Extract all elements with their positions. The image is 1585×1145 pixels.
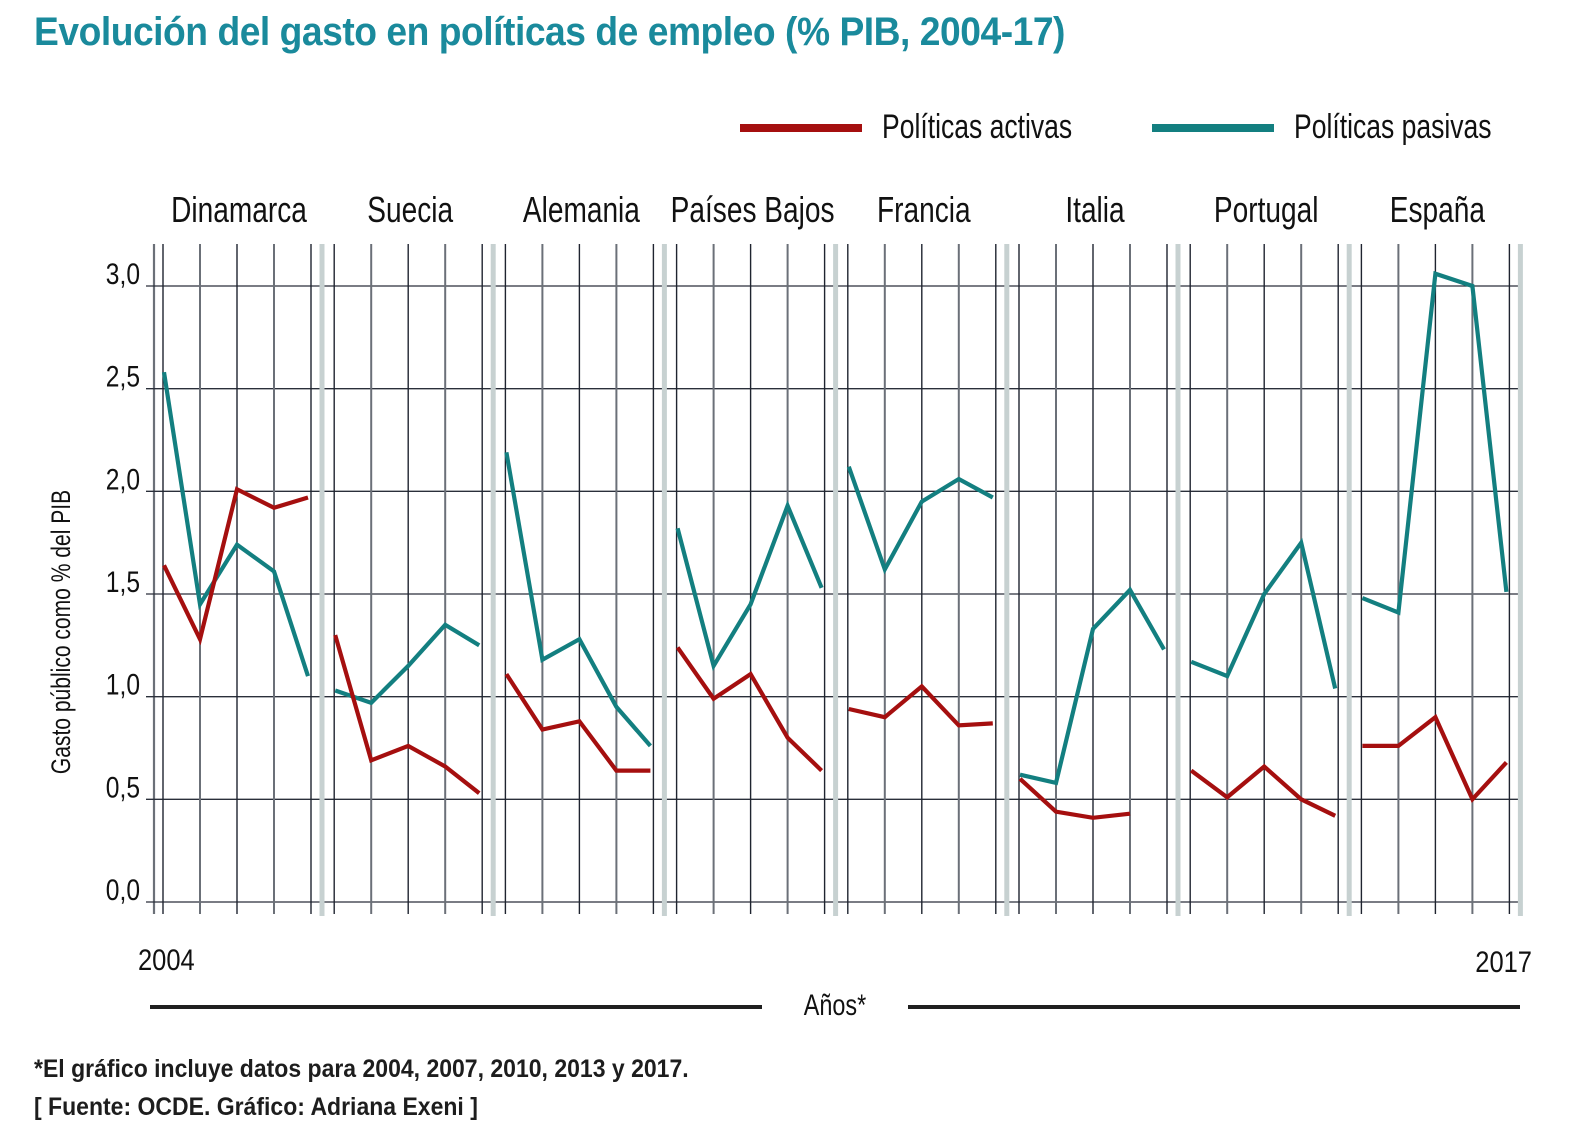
y-tick-label: 2,5 <box>106 359 140 393</box>
country-label: Alemania <box>523 190 640 230</box>
series-line-activas <box>1189 763 1337 818</box>
series-line-pasivas <box>846 466 994 575</box>
series-line-pasivas <box>1361 270 1509 616</box>
chart-title: Evolución del gasto en políticas de empl… <box>34 10 1065 54</box>
y-tick-label: 3,0 <box>106 257 140 291</box>
country-label: Portugal <box>1214 190 1319 230</box>
series-line-pasivas <box>504 451 652 748</box>
series-line-activas <box>162 486 309 646</box>
legend-item-activas: Políticas activas <box>740 108 1126 147</box>
country-labels: Dinamarca Suecia Alemania Países Bajos Franc… <box>171 190 1485 230</box>
country-label: Suecia <box>367 190 453 230</box>
x-axis-label: Años* <box>804 988 867 1021</box>
series-line-activas <box>333 634 481 795</box>
x-end-label: 2017 <box>1475 945 1532 978</box>
country-label: Dinamarca <box>171 190 307 230</box>
series-line-activas <box>1362 713 1508 804</box>
legend-swatch-pasivas <box>1152 123 1274 132</box>
legend-label-activas: Políticas activas <box>882 108 1073 146</box>
y-tick-label: 1,0 <box>106 667 140 701</box>
y-tick-label: 2,0 <box>106 462 140 496</box>
y-tick-label: 0,0 <box>106 873 140 907</box>
series-line-activas <box>675 646 824 773</box>
series-line-activas <box>1018 777 1131 820</box>
chart-plot: Dinamarca Suecia Alemania Países Bajos Franc… <box>47 190 1532 1022</box>
series-line-activas <box>848 683 993 728</box>
legend-swatch-activas <box>740 123 862 132</box>
legend-item-pasivas: Políticas pasivas <box>1152 108 1547 147</box>
x-start-label: 2004 <box>138 943 195 976</box>
series-line-pasivas <box>334 622 481 706</box>
series-lines <box>161 270 1509 820</box>
country-label: Italia <box>1065 190 1124 230</box>
y-tick-label: 1,5 <box>106 565 140 599</box>
series-line-activas <box>504 672 651 773</box>
legend: Políticas activas Políticas pasivas <box>740 108 1560 158</box>
country-label: España <box>1390 190 1485 230</box>
y-tick-label: 0,5 <box>106 770 140 804</box>
country-label: Francia <box>877 190 971 230</box>
footnote-source: [ Fuente: OCDE. Gráfico: Adriana Exeni ] <box>34 1093 478 1121</box>
series-line-pasivas <box>675 499 824 672</box>
series-line-pasivas <box>1019 586 1166 786</box>
series-line-pasivas <box>161 371 310 677</box>
legend-label-pasivas: Políticas pasivas <box>1294 108 1492 146</box>
footnote-years: *El gráfico incluye datos para 2004, 200… <box>34 1055 689 1083</box>
grid <box>146 244 1523 916</box>
country-label: Países Bajos <box>671 190 835 230</box>
series-line-pasivas <box>1190 537 1338 689</box>
y-axis-ticks: 0,0 0,5 1,0 1,5 2,0 2,5 3,0 <box>106 257 140 907</box>
y-axis-label: Gasto público como % del PIB <box>47 490 77 774</box>
